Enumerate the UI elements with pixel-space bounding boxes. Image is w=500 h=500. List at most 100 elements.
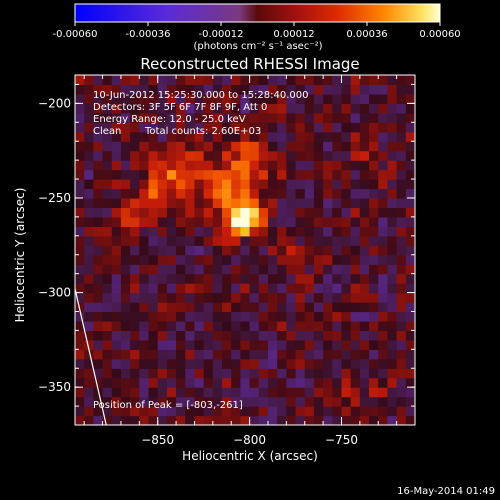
heatmap-cell — [166, 273, 177, 284]
heatmap-cell — [102, 320, 113, 332]
heatmap-cell — [120, 415, 131, 425]
heatmap-cell — [75, 292, 85, 303]
heatmap-cell — [405, 320, 415, 332]
heatmap-cell — [111, 368, 122, 379]
annotation-time-range: 10-Jun-2012 15:25:30.000 to 15:28:40.000 — [93, 90, 309, 101]
heatmap-cell — [139, 254, 150, 265]
heatmap-cell — [166, 283, 177, 294]
heatmap-cell — [130, 396, 140, 407]
heatmap-cell — [369, 75, 379, 86]
colorbar-tick-label: -0.00036 — [126, 29, 171, 40]
heatmap-cell — [194, 377, 205, 388]
heatmap-cell — [231, 112, 242, 123]
heatmap-cell — [258, 283, 269, 294]
heatmap-cell — [166, 339, 177, 350]
heatmap-cell — [240, 330, 251, 341]
heatmap-cell — [249, 245, 260, 256]
heatmap-cell — [84, 264, 94, 275]
heatmap-cell — [231, 160, 242, 171]
heatmap-cell — [111, 330, 122, 341]
heatmap-cell — [240, 216, 251, 227]
heatmap-cell — [194, 330, 205, 341]
y-tick-label: −250 — [38, 191, 71, 205]
heatmap-cells — [75, 75, 415, 425]
heatmap-cell — [185, 349, 196, 360]
heatmap-cell — [166, 396, 177, 407]
heatmap-cell — [249, 216, 260, 227]
heatmap-cell — [295, 406, 306, 417]
heatmap-cell — [304, 84, 315, 95]
heatmap-cell — [84, 311, 94, 322]
heatmap-cell — [369, 292, 379, 303]
heatmap-cell — [157, 112, 168, 123]
heatmap-cell — [387, 75, 398, 86]
chart-title: Reconstructed RHESSI Image — [140, 55, 359, 73]
heatmap-cell — [84, 112, 94, 123]
heatmap-cell — [387, 387, 398, 398]
heatmap-cell — [139, 330, 150, 341]
heatmap-cell — [286, 179, 297, 190]
heatmap-cell — [267, 207, 278, 218]
heatmap-cell — [166, 150, 177, 161]
heatmap-cell — [185, 245, 196, 256]
heatmap-cell — [120, 93, 131, 104]
heatmap-cell — [258, 84, 269, 95]
heatmap-cell — [332, 292, 343, 303]
heatmap-cell — [212, 320, 223, 332]
heatmap-cell — [396, 264, 407, 275]
heatmap-cell — [166, 302, 177, 313]
heatmap-cell — [139, 160, 150, 171]
heatmap-cell — [249, 179, 260, 190]
heatmap-cell — [139, 84, 150, 95]
heatmap-cell — [313, 245, 324, 256]
heatmap-cell — [240, 415, 251, 425]
heatmap-cell — [120, 84, 131, 95]
heatmap-cell — [166, 415, 177, 425]
heatmap-cell — [231, 396, 242, 407]
heatmap-cell — [405, 207, 415, 218]
heatmap-cell — [378, 283, 389, 294]
heatmap-cell — [396, 302, 407, 313]
heatmap-cell — [212, 311, 223, 322]
heatmap-cell — [130, 93, 140, 104]
heatmap-cell — [405, 406, 415, 417]
heatmap-cell — [249, 226, 260, 237]
heatmap-cell — [139, 396, 150, 407]
heatmap-cell — [84, 349, 94, 360]
heatmap-cell — [378, 235, 389, 246]
heatmap-cell — [359, 292, 370, 303]
heatmap-cell — [249, 377, 260, 388]
heatmap-cell — [166, 254, 177, 265]
heatmap-cell — [176, 415, 186, 425]
heatmap-cell — [286, 302, 297, 313]
heatmap-cell — [203, 150, 214, 161]
heatmap-cell — [387, 339, 398, 350]
heatmap-cell — [304, 415, 315, 425]
heatmap-cell — [157, 93, 168, 104]
heatmap-cell — [249, 349, 260, 360]
y-axis-label: Heliocentric Y (arcsec) — [13, 188, 27, 323]
heatmap-cell — [194, 207, 205, 218]
heatmap-cell — [378, 103, 389, 114]
heatmap-cell — [240, 387, 251, 398]
heatmap-cell — [396, 406, 407, 417]
heatmap-cell — [304, 122, 315, 133]
heatmap-cell — [157, 273, 168, 284]
heatmap-cell — [359, 396, 370, 407]
heatmap-cell — [111, 273, 122, 284]
heatmap-cell — [203, 75, 214, 86]
heatmap-cell — [157, 245, 168, 256]
heatmap-cell — [359, 226, 370, 237]
heatmap-cell — [120, 188, 131, 199]
heatmap-cell — [157, 122, 168, 133]
heatmap-cell — [295, 160, 306, 171]
heatmap-cell — [203, 264, 214, 275]
heatmap-cell — [295, 216, 306, 227]
heatmap-cell — [369, 415, 379, 425]
heatmap-cell — [194, 273, 205, 284]
heatmap-cell — [111, 75, 122, 86]
annotation-clean: Clean — [93, 126, 121, 137]
heatmap-cell — [369, 368, 379, 379]
heatmap-cell — [240, 122, 251, 133]
heatmap-cell — [350, 169, 361, 180]
